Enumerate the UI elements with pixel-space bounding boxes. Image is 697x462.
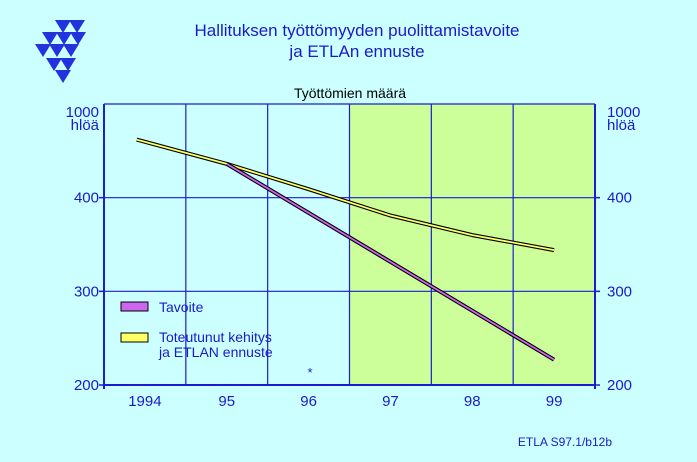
grid (103, 103, 596, 389)
series-lines (136, 137, 556, 362)
y-tick-label-left: 200 (74, 377, 99, 394)
y-tick-label-right: 200 (607, 377, 632, 394)
y-unit-right-hloa: hlöä (607, 117, 636, 134)
legend-swatch-tavoite (120, 301, 149, 312)
x-ticks: 1994 95 96 97 98 99 (128, 393, 562, 410)
etla-triangles-logo (35, 20, 86, 83)
logo-triangle (42, 32, 58, 45)
x-tick-label: 98 (464, 393, 481, 410)
footnote-asterisk: * (307, 365, 312, 380)
y-tick-label-left: 300 (74, 283, 99, 300)
x-tick-label: 1994 (128, 393, 161, 410)
legend-swatch-toteutunut (120, 332, 149, 343)
source-label: ETLA S97.1/b12b (518, 435, 612, 449)
logo-triangle (49, 44, 65, 57)
x-tick-label: 96 (300, 393, 317, 410)
y-tick-label-right: 400 (607, 190, 632, 207)
plot-area-forecast (349, 104, 595, 385)
logo-triangle (46, 58, 62, 71)
logo-triangle (56, 32, 72, 45)
y-unit-left-1000: 1000 (66, 104, 99, 121)
logo-triangle (55, 20, 71, 33)
legend-label-tavoite: Tavoite (159, 299, 204, 315)
chart-title-line1: Hallituksen työttömyyden puolittamistavo… (194, 21, 519, 40)
y-ticks: 200 200 300 300 400 400 (74, 190, 632, 394)
x-tick-label: 97 (382, 393, 399, 410)
logo-triangle (70, 32, 86, 45)
y-tick-label-left: 400 (74, 190, 99, 207)
chart-title-line2: ja ETLAn ennuste (288, 42, 424, 61)
legend-label-toteutunut-line2: ja ETLAN ennuste (158, 344, 273, 360)
x-tick-label: 99 (546, 393, 563, 410)
logo-triangle (35, 44, 51, 57)
y-unit-left-hloa: hlöä (71, 117, 100, 134)
y-unit-right-1000: 1000 (607, 104, 640, 121)
logo-triangle (60, 58, 76, 71)
series-line-1 (136, 138, 555, 251)
series-line-0 (226, 163, 555, 361)
logo-triangle (69, 20, 85, 33)
x-tick-label: 95 (218, 393, 235, 410)
y-tick-label-right: 300 (607, 283, 632, 300)
chart-subtitle: Työttömien määrä (294, 85, 406, 101)
legend-label-toteutunut-line1: Toteutunut kehitys (159, 329, 272, 345)
logo-triangle (55, 70, 71, 83)
logo-triangle (63, 44, 79, 57)
